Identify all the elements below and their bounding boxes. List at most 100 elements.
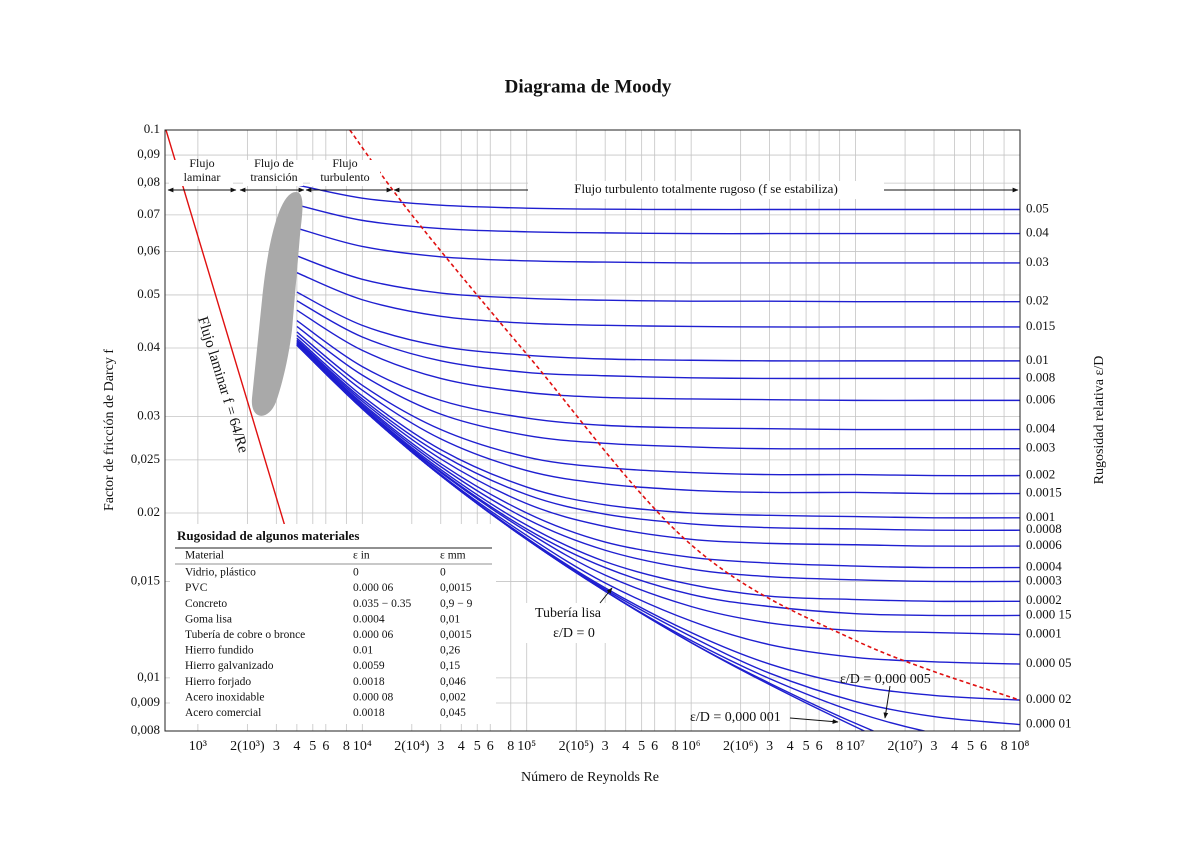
curve	[296, 342, 1020, 603]
x-tick-label: 5	[309, 739, 316, 754]
roughness-label: 0.0004	[1026, 559, 1062, 574]
roughness-label: 0.000 02	[1026, 691, 1072, 706]
x-tick-label: 10⁸	[1011, 739, 1030, 754]
table-cell: Acero comercial	[185, 707, 261, 719]
table-cell: 0,0015	[440, 629, 472, 641]
curve-label: ε/D = 0	[553, 626, 595, 641]
x-tick-label: 3	[273, 739, 280, 754]
curve	[296, 255, 1020, 303]
curve	[296, 319, 1020, 431]
roughness-label: 0.0001	[1026, 626, 1062, 641]
x-tick-label: 10⁶	[682, 739, 701, 754]
table-cell: 0.0004	[353, 613, 385, 625]
y-tick-label: 0.03	[137, 407, 160, 422]
y-tick-label: 0,009	[131, 694, 160, 709]
x-tick-label: 2(10⁵)	[559, 739, 595, 754]
x-tick-label: 3	[602, 739, 609, 754]
x-tick-label: 5	[638, 739, 645, 754]
table-cell: 0.0018	[353, 707, 385, 719]
x-tick-label: 3	[766, 739, 773, 754]
y-tick-label: 0,01	[137, 669, 160, 684]
curve	[296, 344, 866, 731]
x-tick-label: 6	[816, 739, 823, 754]
roughness-label: 0.0003	[1026, 572, 1062, 587]
curve	[296, 227, 1020, 264]
plot-frame	[164, 129, 1021, 732]
curve-label: ε/D = 0,000 005	[840, 672, 931, 687]
table-cell: 0.000 08	[353, 691, 394, 703]
roughness-label: 0.000 01	[1026, 716, 1072, 731]
curve	[296, 309, 1020, 402]
chart-title: Diagrama de Moody	[505, 76, 672, 97]
x-axis-label: Número de Reynolds Re	[521, 770, 659, 785]
roughness-label: 0.04	[1026, 225, 1049, 240]
table-bg	[170, 524, 496, 724]
x-tick-label: 8	[672, 739, 679, 754]
table-cell: Hierro galvanizado	[185, 660, 274, 672]
table-cell: 0.000 06	[353, 582, 394, 594]
x-tick-label: 4	[458, 739, 465, 754]
table-header: Material	[185, 550, 224, 562]
roughness-label: 0.0015	[1026, 485, 1062, 500]
curve	[296, 204, 1020, 235]
x-tick-label: 4	[622, 739, 629, 754]
table-cell: Vidrio, plástico	[185, 567, 256, 579]
x-tick-label: 6	[487, 739, 494, 754]
table-header: ε in	[353, 550, 370, 562]
region-label: laminar	[184, 170, 221, 184]
roughness-label: 0.008	[1026, 369, 1055, 384]
x-tick-label: 10³	[189, 739, 207, 754]
roughness-label: 0.003	[1026, 440, 1055, 455]
arrow	[883, 685, 891, 719]
curve	[296, 341, 1020, 569]
rough-region-label: Flujo turbulento totalmente rugoso (f se…	[574, 181, 838, 196]
curve	[296, 342, 1020, 583]
roughness-label: 0.01	[1026, 352, 1049, 367]
curve	[165, 130, 289, 535]
materials-table: Rugosidad de algunos materiales Material ε…	[175, 528, 492, 719]
x-tick-label: 10⁴	[353, 739, 372, 754]
roughness-label: 0.0002	[1026, 592, 1062, 607]
x-tick-label: 4	[951, 739, 958, 754]
roughness-label: 0.001	[1026, 509, 1055, 524]
curve	[349, 130, 1020, 702]
table-cell: 0,046	[440, 676, 466, 688]
y-tick-label: 0.1	[144, 121, 160, 136]
y-tick-label: 0,06	[137, 243, 160, 258]
table-cell: 0.0018	[353, 676, 385, 688]
curve	[296, 325, 1020, 450]
roughness-label: 0.000 05	[1026, 655, 1072, 670]
x-tick-label: 3	[437, 739, 444, 754]
curve-label: ε/D = 0,000 001	[690, 710, 781, 725]
table-cell: 0.035 − 0.35	[353, 598, 411, 610]
region-label: turbulento	[320, 170, 369, 184]
roughness-label: 0.02	[1026, 293, 1049, 308]
curve	[296, 339, 1020, 532]
table-cell: Hierro fundido	[185, 645, 254, 657]
curve	[296, 331, 1020, 477]
x-tick-label: 5	[803, 739, 810, 754]
x-tick-label: 6	[980, 739, 987, 754]
table-title: Rugosidad de algunos materiales	[177, 528, 359, 543]
region-label: Flujo	[189, 156, 214, 170]
region-label: Flujo	[332, 156, 357, 170]
curve	[296, 184, 1020, 211]
curve	[296, 334, 1020, 495]
y-tick-label: 0,008	[131, 722, 160, 737]
table-cell: 0,26	[440, 645, 460, 657]
curve	[296, 291, 1020, 362]
x-tick-label: 10⁷	[846, 739, 865, 754]
table-cell: Hierro forjado	[185, 676, 251, 688]
annotation: Tubería lisa	[535, 606, 602, 621]
y-tick-label: 0.05	[137, 286, 160, 301]
x-tick-label: 4	[787, 739, 794, 754]
table-cell: Acero inoxidable	[185, 691, 265, 703]
table-cell: 0,002	[440, 691, 466, 703]
table-cell: 0.0059	[353, 660, 385, 672]
table-cell: 0,0015	[440, 582, 472, 594]
y-axis-label: Factor de fricción de Darcy f	[102, 349, 117, 511]
table-cell: 0,045	[440, 707, 466, 719]
x-tick-label: 2(10⁴)	[394, 739, 430, 754]
y2-axis-label: Rugosidad relativa ε/D	[1092, 356, 1107, 485]
